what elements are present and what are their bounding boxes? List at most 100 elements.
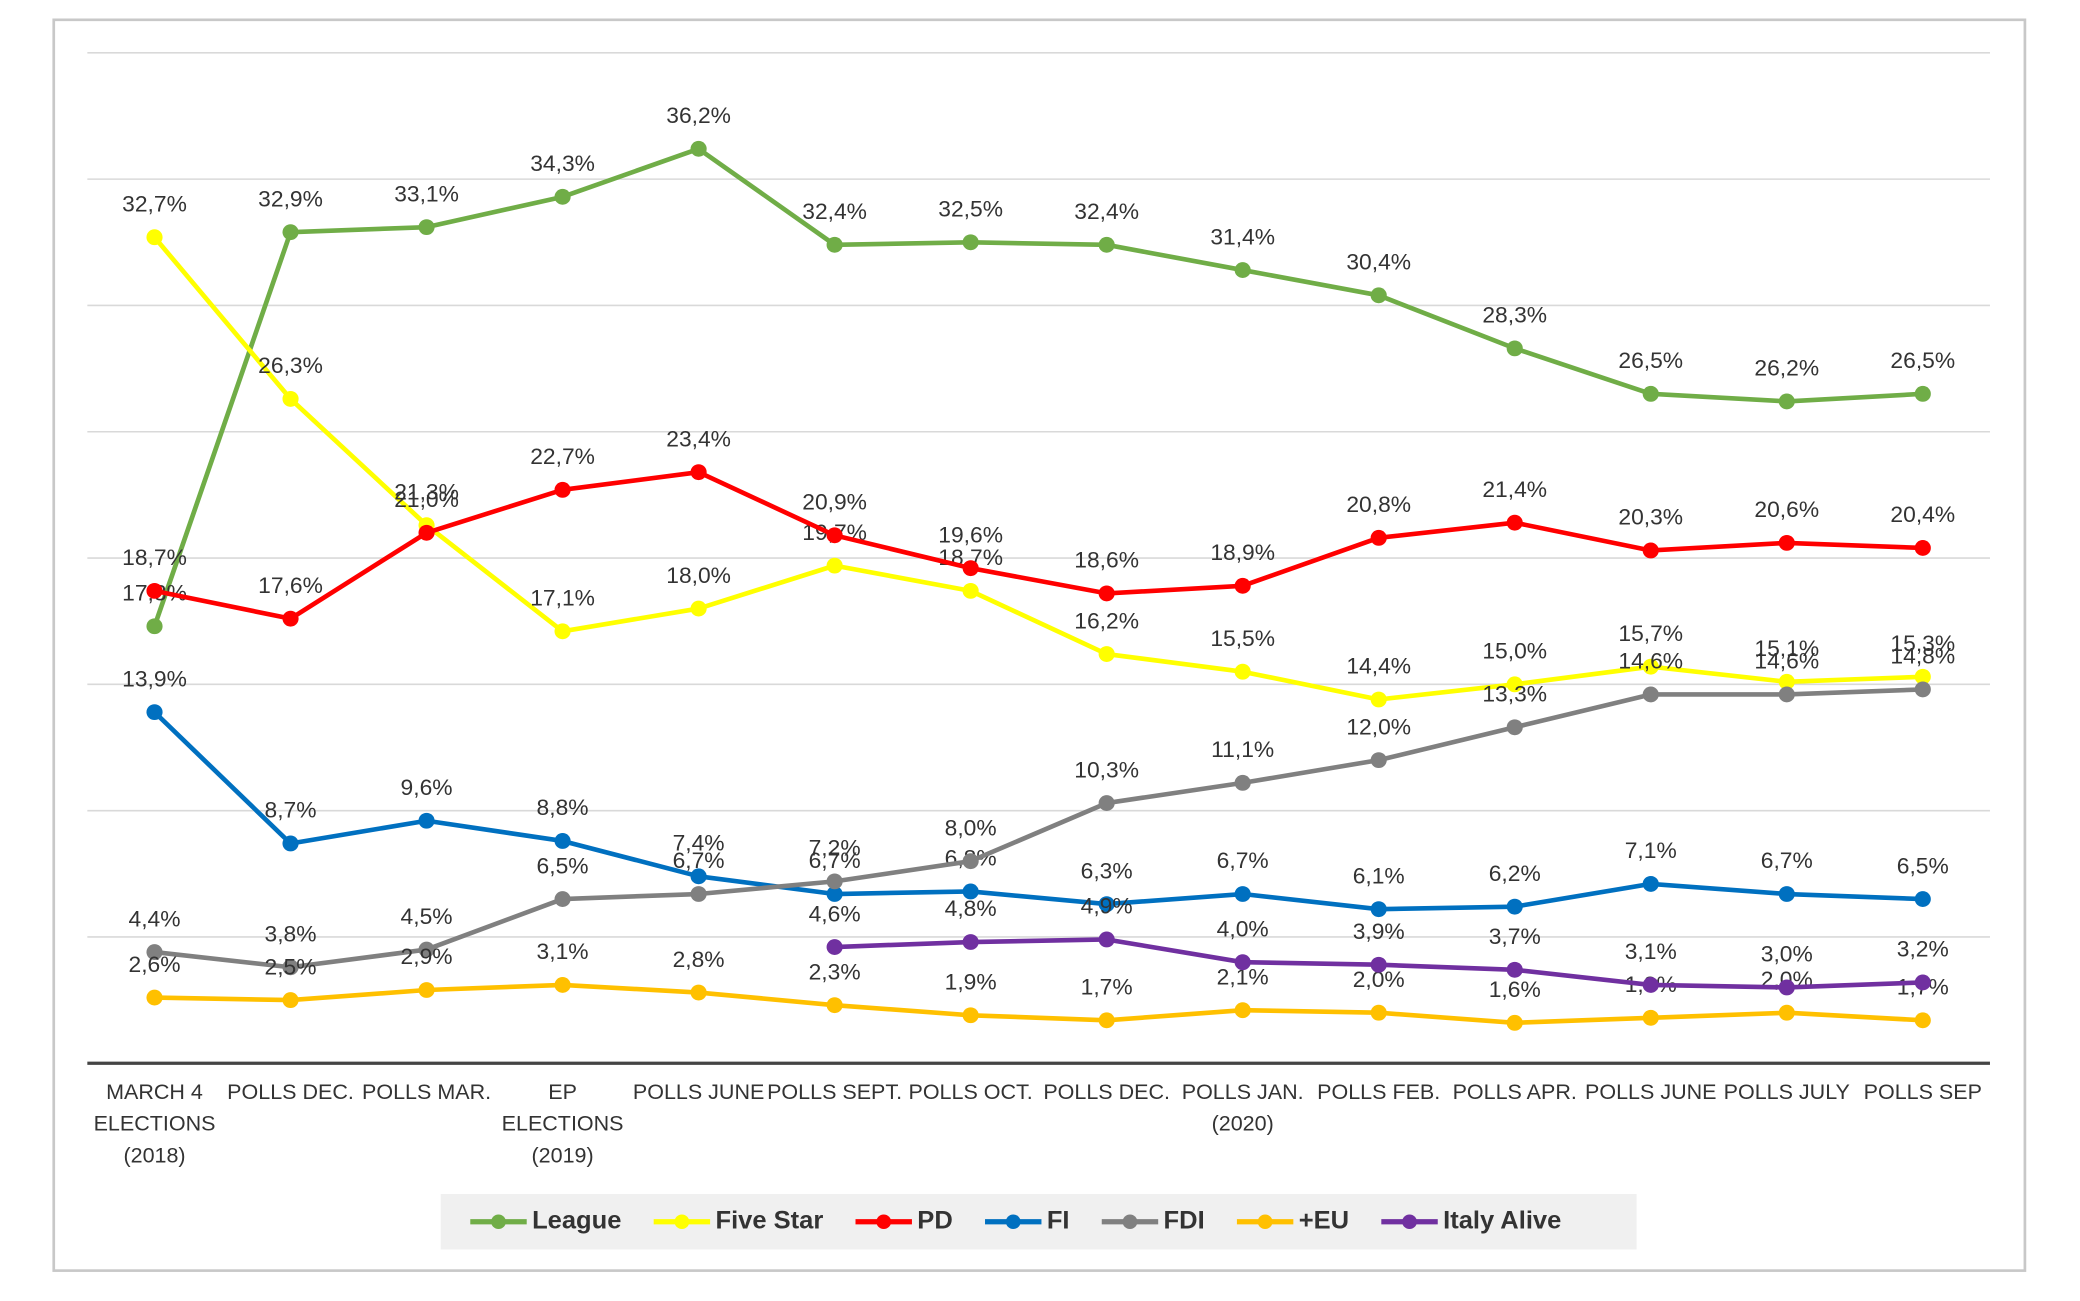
data-label: 23,4% <box>666 427 731 452</box>
data-label: 26,2% <box>1754 356 1819 381</box>
data-point <box>1506 1014 1523 1031</box>
data-point <box>826 236 843 253</box>
data-label: 1,7% <box>1081 975 1133 1000</box>
x-tick-label: MARCH 4 ELECTIONS (2018) <box>93 1081 216 1168</box>
data-point <box>1506 514 1523 531</box>
data-point <box>690 464 707 481</box>
x-tick-label: EP ELECTIONS (2019) <box>501 1081 624 1168</box>
data-point <box>1642 875 1659 892</box>
data-point <box>146 582 163 599</box>
data-point <box>1098 931 1115 948</box>
data-point <box>1914 974 1931 991</box>
legend-label: Italy Alive <box>1443 1207 1561 1235</box>
data-label: 2,3% <box>809 960 861 985</box>
data-label: 32,4% <box>802 199 867 224</box>
data-point <box>1234 1002 1251 1019</box>
data-point <box>1778 673 1795 690</box>
data-label: 20,3% <box>1618 505 1683 530</box>
data-point <box>1370 691 1387 708</box>
data-label: 13,9% <box>122 667 187 692</box>
data-label: 28,3% <box>1482 303 1547 328</box>
data-point <box>1370 529 1387 546</box>
data-label: 4,6% <box>809 901 861 926</box>
data-label: 18,0% <box>666 563 731 588</box>
data-point <box>962 934 979 950</box>
data-point <box>554 891 571 907</box>
data-point <box>962 560 979 577</box>
data-point <box>1234 886 1251 902</box>
data-label: 4,5% <box>401 904 453 929</box>
data-point <box>1234 663 1251 680</box>
data-point <box>146 618 163 635</box>
data-label: 32,7% <box>122 192 187 217</box>
x-tick-label-box: POLLS MAR. <box>362 1082 491 1104</box>
data-point <box>1506 340 1523 357</box>
data-label: 36,2% <box>666 103 731 128</box>
data-label: 20,8% <box>1346 492 1411 517</box>
data-label: 7,2% <box>809 836 861 861</box>
data-label: 18,6% <box>1074 548 1139 573</box>
series-line <box>154 982 1923 1026</box>
data-point <box>1234 954 1251 971</box>
data-label: 32,4% <box>1074 199 1139 224</box>
data-label: 2,9% <box>401 944 453 969</box>
data-point <box>1642 977 1659 993</box>
data-point <box>282 959 299 976</box>
x-tick-label: POLLS DEC. <box>1043 1081 1170 1105</box>
legend-label: League <box>532 1207 621 1235</box>
legend-label: FI <box>1047 1207 1070 1235</box>
legend-label: Five Star <box>715 1207 823 1235</box>
data-point <box>1098 896 1115 913</box>
data-point <box>1370 956 1387 973</box>
data-label: 17,1% <box>530 586 595 611</box>
data-label: 8,8% <box>537 795 589 820</box>
data-point <box>1914 668 1931 685</box>
data-point <box>826 997 843 1014</box>
data-label: 13,3% <box>1482 682 1547 707</box>
data-point <box>826 939 843 955</box>
data-point <box>962 853 979 870</box>
legend-marker <box>876 1214 892 1230</box>
data-label: 32,5% <box>938 197 1003 222</box>
data-label: 6,1% <box>1353 864 1405 889</box>
x-tick-label: POLLS SEPT. <box>767 1081 903 1105</box>
data-point <box>826 557 843 574</box>
legend-marker <box>1402 1214 1417 1230</box>
data-label: 26,3% <box>258 353 323 378</box>
x-tick-label-box: POLLS JUNE <box>632 1081 765 1105</box>
data-point <box>1370 287 1387 304</box>
x-tick-label: POLLS JUNE <box>632 1081 765 1105</box>
series-line <box>152 146 1923 627</box>
data-label: 3,1% <box>1625 939 1677 964</box>
data-point <box>962 883 979 900</box>
data-point <box>1778 393 1795 410</box>
x-tick-label-box: POLLS SEPT. <box>767 1081 903 1105</box>
data-point <box>1642 686 1659 703</box>
data-point <box>418 982 435 998</box>
legend-label: FDI <box>1164 1207 1205 1235</box>
data-point <box>1098 236 1115 253</box>
series-line <box>154 687 1923 970</box>
data-label: 3,8% <box>265 922 317 947</box>
data-point <box>1778 1004 1795 1021</box>
legend-marker <box>1005 1214 1021 1230</box>
data-point <box>1506 719 1523 736</box>
data-label: 34,3% <box>530 151 595 176</box>
data-label: 33,1% <box>394 182 459 207</box>
data-label: 6,3% <box>1081 859 1133 884</box>
x-tick-label-box: POLLS JULY <box>1724 1082 1850 1104</box>
data-point <box>1914 540 1931 556</box>
legend-marker <box>674 1214 690 1230</box>
data-label: 20,9% <box>802 490 867 515</box>
data-label: 3,9% <box>1353 919 1405 944</box>
data-point <box>1506 898 1523 915</box>
data-label: 20,6% <box>1754 497 1819 522</box>
data-label: 18,9% <box>1210 540 1275 565</box>
data-label: 31,4% <box>1210 224 1275 249</box>
x-tick-label: POLLS APR. <box>1452 1081 1577 1105</box>
x-tick-label-box: POLLS OCT. <box>908 1082 1032 1104</box>
x-tick-label-box: POLLS APR. <box>1452 1081 1577 1105</box>
legend-marker <box>1257 1214 1273 1230</box>
